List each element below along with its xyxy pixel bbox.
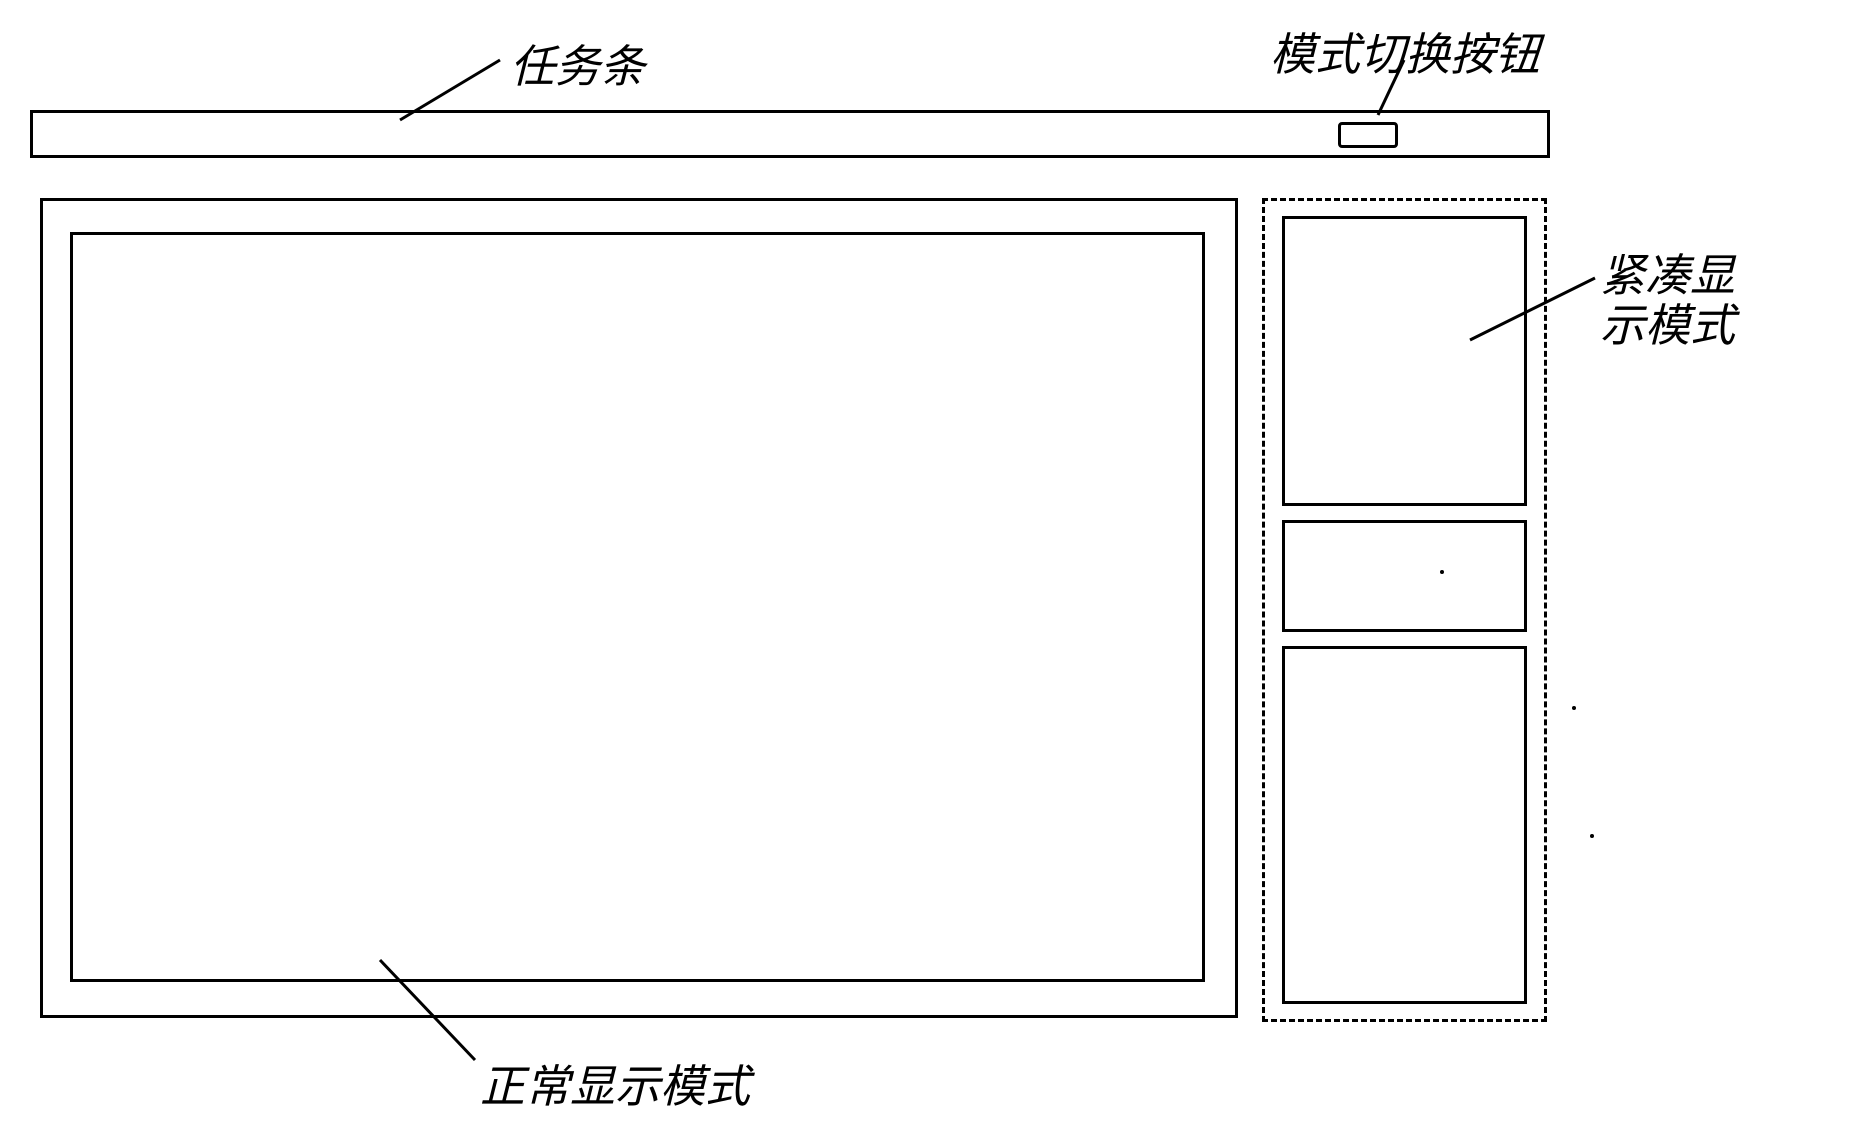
artifact-dot	[1440, 570, 1444, 574]
diagram-root: 任务条 模式切换按钮 正常显示模式 紧凑显 示模式	[0, 0, 1875, 1144]
artifact-dot	[1572, 706, 1576, 710]
taskbar-label: 任务条	[510, 30, 645, 95]
compact-mode-label: 紧凑显 示模式	[1600, 252, 1735, 351]
normal-mode-label: 正常显示模式	[480, 1050, 750, 1115]
compact-mode-label-line1: 紧凑显	[1600, 252, 1735, 302]
normal-panel-inner	[70, 232, 1205, 982]
compact-mode-label-line2: 示模式	[1600, 302, 1735, 352]
compact-box-1	[1282, 216, 1527, 506]
taskbar	[30, 110, 1550, 158]
mode-switch-label: 模式切换按钮	[1270, 18, 1540, 83]
artifact-dot	[1590, 834, 1594, 838]
compact-box-2	[1282, 520, 1527, 632]
mode-switch-button[interactable]	[1338, 122, 1398, 148]
compact-box-3	[1282, 646, 1527, 1004]
